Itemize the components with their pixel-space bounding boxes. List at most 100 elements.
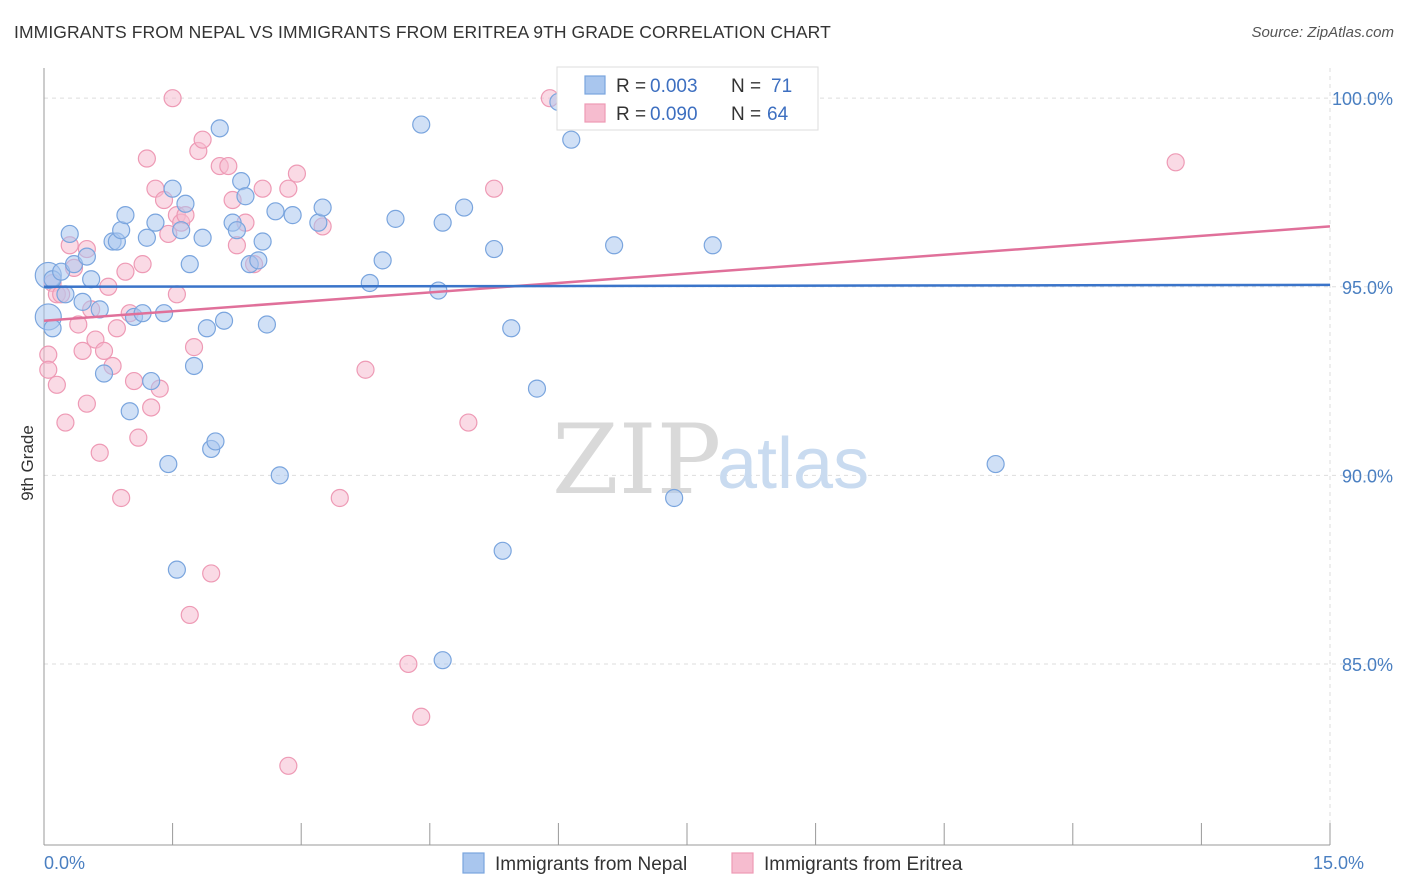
trend-line-eritrea — [43, 225, 1331, 322]
point-nepal — [180, 255, 199, 274]
point-eritrea — [163, 89, 182, 108]
point-eritrea — [193, 130, 212, 149]
y-axis-label: 9th Grade — [18, 425, 37, 501]
point-nepal — [266, 202, 285, 221]
point-nepal — [184, 356, 204, 376]
point-eritrea — [47, 375, 66, 394]
series-swatch-nepal — [462, 852, 485, 874]
point-nepal — [206, 432, 225, 451]
point-nepal — [193, 228, 212, 247]
chart-title: IMMIGRANTS FROM NEPAL VS IMMIGRANTS FROM… — [14, 22, 831, 42]
point-nepal — [433, 213, 452, 232]
point-nepal — [373, 251, 392, 270]
point-eritrea — [219, 156, 238, 176]
series-label-nepal: Immigrants from Nepal — [495, 854, 687, 875]
series-swatch-eritrea — [731, 852, 754, 874]
chart-source: Source: ZipAtlas.com — [1251, 24, 1394, 41]
legend-n-value-nepal: 71 — [771, 76, 792, 97]
legend-r-label-nepal: R = — [616, 76, 646, 97]
point-eritrea — [202, 564, 221, 583]
point-nepal — [493, 541, 512, 560]
trend-line-nepal — [43, 283, 1331, 289]
point-eritrea — [133, 255, 152, 274]
point-nepal — [433, 651, 452, 670]
point-nepal — [142, 371, 161, 391]
legend-r-label-eritrea: R = — [616, 104, 646, 125]
watermark-zip: ZIP — [552, 404, 721, 516]
point-nepal — [112, 221, 131, 240]
point-eritrea — [459, 413, 478, 432]
point-eritrea — [356, 360, 375, 379]
point-nepal — [232, 172, 251, 191]
correlation-legend: R = 0.003 N = 71 R = 0.090 N = 64 — [556, 66, 819, 131]
point-eritrea — [330, 488, 349, 508]
point-nepal — [665, 488, 684, 508]
point-nepal — [172, 221, 191, 240]
point-eritrea — [167, 285, 186, 304]
point-nepal — [412, 115, 431, 134]
axes — [43, 68, 1331, 846]
point-nepal — [56, 285, 75, 304]
point-eritrea — [412, 707, 431, 726]
legend-swatch-nepal — [584, 75, 606, 95]
point-eritrea — [485, 179, 504, 198]
series-legend: Immigrants from Nepal Immigrants from Er… — [462, 852, 963, 875]
point-nepal — [386, 209, 405, 228]
point-eritrea — [94, 341, 114, 360]
point-eritrea — [116, 262, 135, 281]
point-nepal — [502, 319, 521, 338]
point-eritrea — [73, 341, 92, 360]
point-nepal — [527, 379, 547, 398]
point-nepal — [146, 213, 165, 232]
point-nepal — [82, 270, 101, 289]
point-eritrea — [279, 756, 298, 775]
point-nepal — [176, 194, 195, 213]
point-eritrea — [253, 179, 272, 198]
trend-lines — [43, 225, 1331, 322]
legend-n-label-nepal: N = — [731, 76, 761, 97]
point-nepal — [77, 247, 96, 266]
legend-n-label-eritrea: N = — [731, 104, 761, 125]
x-tick-label: 15.0% — [1313, 853, 1364, 873]
point-eritrea — [124, 371, 144, 391]
watermark: ZIP atlas — [552, 404, 869, 516]
point-nepal — [309, 213, 328, 232]
point-eritrea — [142, 398, 161, 417]
y-tick-label: 85.0% — [1342, 655, 1393, 675]
point-eritrea — [39, 360, 58, 379]
point-nepal — [137, 228, 156, 247]
point-nepal — [94, 364, 114, 383]
point-nepal — [703, 236, 722, 255]
point-nepal — [43, 319, 62, 338]
point-eritrea — [107, 319, 126, 338]
point-nepal — [214, 311, 234, 330]
point-nepal — [562, 130, 581, 149]
legend-swatch-eritrea — [584, 103, 606, 123]
point-eritrea — [137, 149, 156, 168]
point-eritrea — [184, 338, 204, 357]
point-nepal — [159, 454, 178, 474]
legend-n-value-eritrea: 64 — [767, 104, 789, 125]
y-tick-label: 90.0% — [1342, 466, 1393, 486]
point-nepal — [197, 319, 216, 338]
point-eritrea — [129, 428, 148, 447]
point-eritrea — [1166, 153, 1185, 172]
point-nepal — [90, 300, 109, 319]
point-nepal — [360, 273, 379, 293]
point-nepal — [167, 560, 186, 579]
point-nepal — [73, 292, 92, 311]
y-tick-label: 95.0% — [1342, 278, 1393, 298]
point-nepal — [116, 206, 135, 225]
x-tick-label: 0.0% — [44, 853, 85, 873]
legend-r-value-nepal: 0.003 — [650, 76, 698, 97]
series-label-eritrea: Immigrants from Eritrea — [764, 854, 963, 875]
y-tick-label: 100.0% — [1332, 89, 1393, 109]
point-eritrea — [90, 443, 109, 462]
point-eritrea — [399, 654, 418, 674]
point-nepal — [227, 221, 246, 240]
point-eritrea — [77, 394, 96, 413]
point-nepal — [283, 206, 302, 225]
point-nepal — [120, 402, 139, 421]
point-eritrea — [112, 488, 131, 508]
